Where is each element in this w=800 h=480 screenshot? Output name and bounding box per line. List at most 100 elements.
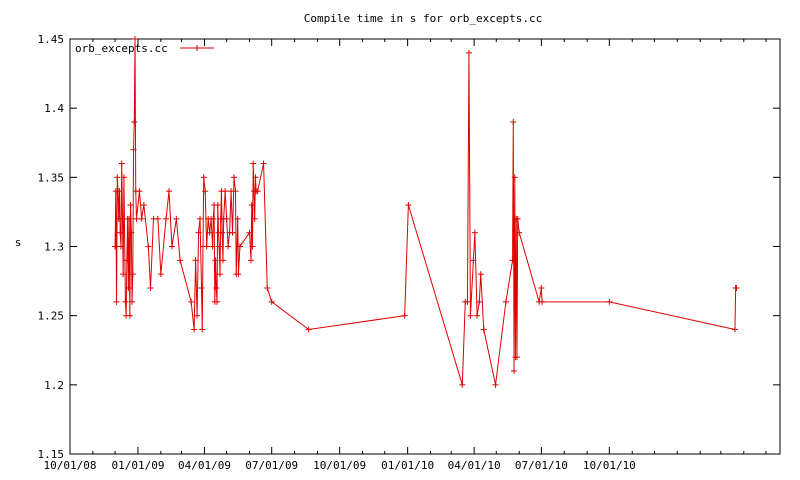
data-point-marker xyxy=(145,243,152,250)
y-tick-label: 1.35 xyxy=(38,171,65,184)
data-point-marker xyxy=(113,298,120,305)
y-tick-label: 1.2 xyxy=(44,379,64,392)
data-point-marker xyxy=(264,285,271,291)
data-point-marker xyxy=(222,188,229,195)
data-point-marker xyxy=(131,119,138,125)
y-tick-label: 1.15 xyxy=(38,448,65,461)
y-tick-label: 1.25 xyxy=(38,310,65,323)
data-point-marker xyxy=(120,271,127,278)
data-point-marker xyxy=(130,146,137,153)
x-tick-label: 01/01/09 xyxy=(111,459,164,472)
data-point-marker xyxy=(123,257,130,264)
data-point-marker xyxy=(471,229,478,236)
series-layer xyxy=(112,36,740,388)
data-point-marker xyxy=(157,271,164,278)
legend-label: orb_excepts.cc xyxy=(75,42,168,55)
data-point-marker xyxy=(251,215,258,222)
x-axis: 10/01/08 01/01/09 04/01/09 07/01/09 10/01/09… xyxy=(44,39,767,472)
legend: orb_excepts.cc xyxy=(75,42,214,55)
data-point-marker xyxy=(191,326,198,333)
data-point-marker xyxy=(195,229,202,236)
data-point-marker xyxy=(252,174,259,181)
data-point-marker xyxy=(132,36,139,42)
data-point-marker xyxy=(401,312,408,319)
data-point-marker xyxy=(194,312,201,319)
data-point-marker xyxy=(154,215,161,222)
data-point-marker xyxy=(476,298,483,305)
y-axis: 1.15 1.2 1.25 1.3 1.35 1.4 1.45 xyxy=(38,33,780,461)
data-point-marker xyxy=(117,243,124,250)
data-point-marker xyxy=(216,271,223,278)
x-tick-label: 10/01/09 xyxy=(313,459,366,472)
data-point-marker xyxy=(606,298,613,305)
data-point-marker xyxy=(250,160,257,167)
data-point-marker xyxy=(118,160,125,167)
data-point-marker xyxy=(112,243,119,250)
data-point-marker xyxy=(133,215,140,222)
data-point-marker xyxy=(117,229,124,236)
data-point-marker xyxy=(539,298,546,305)
data-point-marker xyxy=(116,188,123,195)
data-point-marker xyxy=(514,215,521,222)
data-point-marker xyxy=(513,354,520,361)
data-point-marker xyxy=(516,229,523,236)
data-point-marker xyxy=(502,298,509,305)
data-point-marker xyxy=(129,298,136,305)
data-point-marker xyxy=(225,243,232,250)
data-point-marker xyxy=(219,229,226,236)
data-point-marker xyxy=(464,298,471,305)
data-point-marker xyxy=(127,202,134,208)
data-point-marker xyxy=(138,215,145,222)
data-point-marker xyxy=(212,257,219,264)
data-point-marker xyxy=(122,298,129,305)
data-point-marker xyxy=(197,215,204,222)
data-point-marker xyxy=(248,257,255,264)
legend-marker xyxy=(194,45,200,51)
data-point-marker xyxy=(510,119,517,125)
data-point-marker xyxy=(192,257,199,264)
data-point-marker xyxy=(120,174,127,181)
data-point-marker xyxy=(214,298,221,305)
data-point-marker xyxy=(168,243,175,250)
data-point-marker xyxy=(129,271,136,278)
data-point-marker xyxy=(249,243,256,250)
data-point-marker xyxy=(206,229,213,236)
data-point-marker xyxy=(229,229,236,236)
data-point-marker xyxy=(163,215,170,222)
data-point-marker xyxy=(254,188,261,195)
data-point-marker xyxy=(733,285,740,291)
data-point-marker xyxy=(209,243,216,250)
chart-title: Compile time in s for orb_excepts.cc xyxy=(304,12,542,25)
data-point-marker xyxy=(405,202,412,208)
data-point-marker xyxy=(114,174,121,181)
data-point-marker xyxy=(199,326,206,333)
data-point-marker xyxy=(231,174,238,181)
data-point-marker xyxy=(232,188,239,195)
data-point-marker xyxy=(147,285,154,291)
y-axis-label: s xyxy=(15,236,22,249)
data-point-marker xyxy=(173,215,180,222)
data-point-marker xyxy=(467,312,474,319)
data-point-marker xyxy=(236,243,243,250)
data-point-marker xyxy=(268,298,275,305)
data-point-marker xyxy=(219,257,226,264)
data-point-marker xyxy=(210,215,217,222)
data-point-marker xyxy=(260,160,267,167)
data-point-marker xyxy=(234,215,241,222)
data-point-marker xyxy=(198,285,205,291)
data-point-marker xyxy=(136,188,143,195)
data-point-marker xyxy=(126,215,133,222)
data-point-marker xyxy=(188,298,195,305)
data-point-marker xyxy=(465,49,472,56)
data-point-marker xyxy=(248,202,255,208)
data-point-marker xyxy=(474,312,481,319)
data-point-marker xyxy=(216,243,223,250)
data-point-marker xyxy=(511,368,518,374)
data-point-marker xyxy=(140,202,147,208)
y-tick-label: 1.3 xyxy=(44,241,64,254)
data-point-marker xyxy=(538,285,545,291)
x-tick-label: 04/01/09 xyxy=(178,459,231,472)
data-point-marker xyxy=(200,174,207,181)
data-point-marker xyxy=(213,285,220,291)
